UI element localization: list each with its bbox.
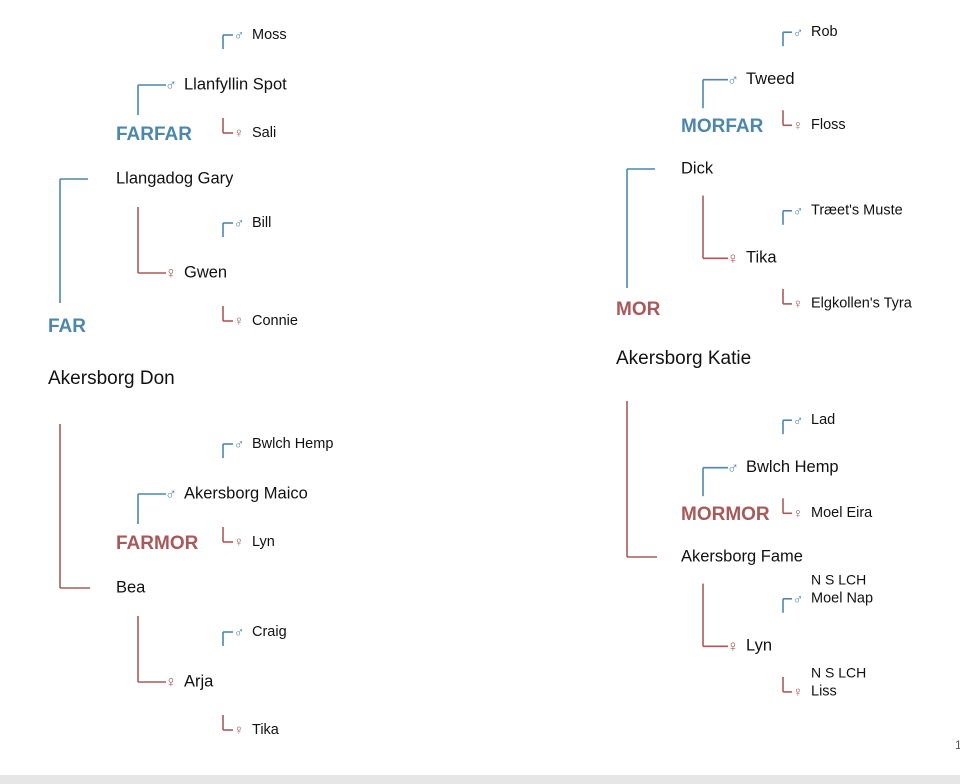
sex-symbol: ♀ <box>727 251 739 268</box>
sex-symbol: ♀ <box>165 265 177 282</box>
ancestor-name: Rob <box>811 24 838 40</box>
side-label: FAR <box>48 316 86 337</box>
grandparent-name: Llangadog Gary <box>116 169 234 187</box>
sex-symbol: ♀ <box>793 117 804 133</box>
ancestor-name: Lyn <box>252 534 275 550</box>
ancestor-name: Craig <box>252 624 287 640</box>
parent-name: Akersborg Maico <box>184 484 308 502</box>
sex-symbol: ♀ <box>793 296 804 312</box>
grandparent-label: FARMOR <box>116 533 199 554</box>
grandparent-name: Akersborg Fame <box>681 547 803 565</box>
parent-name: Bwlch Hemp <box>746 458 839 476</box>
sex-symbol: ♂ <box>165 77 177 94</box>
sex-symbol: ♀ <box>793 684 804 700</box>
sex-symbol: ♀ <box>793 505 804 521</box>
grandparent-label: MORMOR <box>681 504 770 525</box>
sex-symbol: ♂ <box>727 72 739 89</box>
grandparent-label: MORFAR <box>681 116 764 137</box>
ancestor-title: N S LCH <box>811 665 866 681</box>
page-number: 1 <box>955 738 960 752</box>
parent-name: Arja <box>184 672 214 690</box>
parent-name: Llanfyllin Spot <box>184 75 287 93</box>
parent-name: Lyn <box>746 637 772 655</box>
sex-symbol: ♂ <box>234 624 245 640</box>
parent-name: Tweed <box>746 70 795 88</box>
bottom-bar <box>0 775 960 784</box>
ancestor-title: N S LCH <box>811 572 866 588</box>
parent-name: Gwen <box>184 263 227 281</box>
grandparent-name: Bea <box>116 578 146 596</box>
sex-symbol: ♀ <box>234 313 245 329</box>
ancestor-name: Floss <box>811 117 846 133</box>
ancestor-name: Bill <box>252 215 271 231</box>
ancestor-name: Træet's Muste <box>811 203 903 219</box>
sex-symbol: ♂ <box>234 27 245 43</box>
ancestor-name: Moss <box>252 27 287 43</box>
ancestor-name: Sali <box>252 125 276 141</box>
parent-name: Tika <box>746 249 777 267</box>
sex-symbol: ♀ <box>727 639 739 656</box>
side-label: MOR <box>616 299 661 320</box>
ancestor-name: Tika <box>252 722 280 738</box>
ancestor-name: Lad <box>811 412 835 428</box>
ancestor-name: Connie <box>252 313 298 329</box>
sex-symbol: ♂ <box>234 436 245 452</box>
sex-symbol: ♀ <box>234 125 245 141</box>
sex-symbol: ♂ <box>727 460 739 477</box>
sex-symbol: ♀ <box>165 674 177 691</box>
ancestor-name: Elgkollen's Tyra <box>811 296 913 312</box>
sex-symbol: ♂ <box>793 412 804 428</box>
dog-name: Akersborg Don <box>48 368 175 389</box>
sex-symbol: ♂ <box>234 215 245 231</box>
dog-name: Akersborg Katie <box>616 348 751 369</box>
sex-symbol: ♂ <box>793 591 804 607</box>
sex-symbol: ♀ <box>234 534 245 550</box>
ancestor-name: Moel Nap <box>811 591 873 607</box>
sex-symbol: ♂ <box>793 24 804 40</box>
grandparent-name: Dick <box>681 159 714 177</box>
ancestor-name: Bwlch Hemp <box>252 436 333 452</box>
sex-symbol: ♀ <box>234 722 245 738</box>
ancestor-name: Moel Eira <box>811 505 873 521</box>
sex-symbol: ♂ <box>165 486 177 503</box>
sex-symbol: ♂ <box>793 203 804 219</box>
ancestor-name: Liss <box>811 684 837 700</box>
grandparent-label: FARFAR <box>116 124 192 145</box>
